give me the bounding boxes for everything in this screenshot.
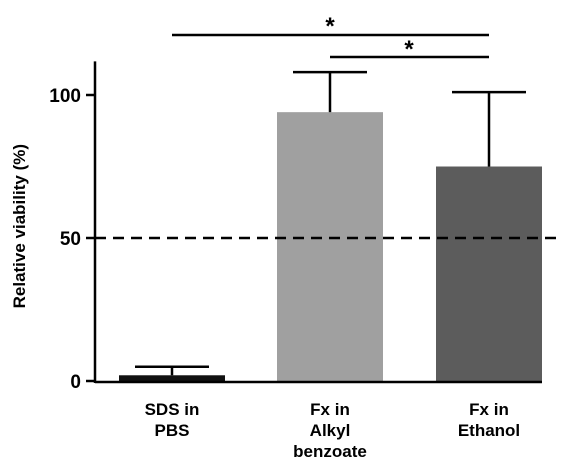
y-tick-label-100: 100 <box>49 86 81 107</box>
category-label-0: SDS in PBS <box>145 400 200 440</box>
bar-2 <box>436 166 542 381</box>
significance-star-1: * <box>404 36 414 63</box>
category-label-1: Fx in Alkyl benzoate <box>293 400 367 461</box>
y-axis-title: Relative viability (%) <box>10 144 29 308</box>
category-label-2: Fx in Ethanol <box>458 400 520 440</box>
bar-1 <box>277 112 383 381</box>
y-tick-label-50: 50 <box>60 229 81 250</box>
y-tick-label-0: 0 <box>70 372 81 393</box>
bar-0 <box>119 375 225 381</box>
significance-star-0: * <box>325 13 335 40</box>
